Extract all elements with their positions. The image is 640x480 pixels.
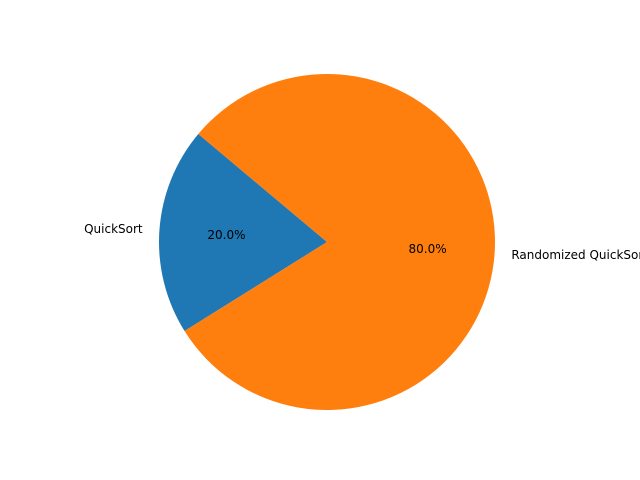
pie-labels: 20.0% QuickSort 80.0% Randomized QuickSort (84, 222, 640, 262)
pie-category-label: QuickSort (84, 222, 143, 236)
pie-category-label: Randomized QuickSort (511, 248, 640, 262)
pie-slice-1 (158, 134, 327, 332)
pie-percent-label: 20.0% (207, 228, 245, 242)
pie-slice-2 (184, 73, 495, 410)
pie-slices (158, 73, 495, 410)
pie-percent-label: 80.0% (408, 242, 446, 256)
